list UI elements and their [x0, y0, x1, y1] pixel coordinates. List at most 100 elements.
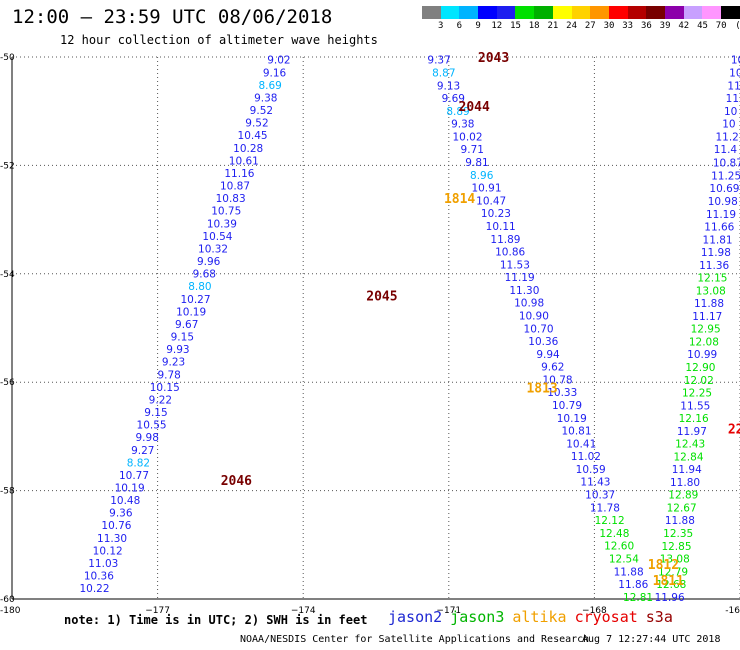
wave-height-value: 10.02	[452, 131, 482, 143]
wave-height-value: 10.27	[180, 294, 210, 306]
wave-height-value: 12.89	[668, 490, 698, 502]
wave-height-value: 11.78	[590, 502, 620, 514]
pass-number-label: 2045	[366, 289, 397, 304]
legend-label: 39	[659, 21, 671, 31]
legend-label: 6	[456, 21, 463, 31]
wave-height-value: 11.96	[655, 592, 685, 604]
mission-legend: jason2 jason3 altika cryosat s3a	[388, 608, 681, 626]
legend-label: 9	[475, 21, 481, 31]
wave-height-value: 10.11	[486, 221, 516, 233]
wave-height-value: 11.81	[703, 234, 733, 246]
wave-height-value: 9.68	[193, 269, 216, 281]
legend-swatch	[683, 6, 703, 19]
wave-height-value: 11.97	[677, 426, 707, 438]
wave-height-value: 8.82	[127, 457, 150, 469]
mission-jason3: jason3	[450, 608, 505, 626]
wave-height-value: 12.67	[667, 502, 697, 514]
wave-height-value: 10.22	[79, 583, 109, 595]
wave-height-value: 10.77	[119, 470, 149, 482]
generated-timestamp: Aug 7 12:27:44 UTC 2018	[582, 634, 721, 645]
wave-height-value: 12.60	[604, 541, 634, 553]
wave-height-value: 12.79	[658, 566, 688, 578]
legend-swatch	[571, 6, 591, 19]
legend-swatch	[646, 6, 665, 19]
x-tick-label: −174	[291, 606, 316, 616]
wave-height-value: 9.93	[166, 344, 189, 356]
wave-height-value: 8.80	[188, 281, 211, 293]
pass-number-label: 2044	[459, 100, 490, 115]
wave-height-value: 10.37	[585, 490, 615, 502]
legend-swatch	[590, 6, 609, 19]
wave-height-value: 10.15	[150, 382, 180, 394]
mission-altika: altika	[512, 608, 567, 626]
wave-height-value: 13.08	[660, 554, 690, 566]
wave-height-value: 10.47	[476, 195, 506, 207]
x-tick-label: −171	[436, 606, 461, 616]
wave-height-value: 11.53	[500, 259, 530, 271]
wave-height-value: 10.75	[211, 206, 241, 218]
wave-height-value: 10.12	[93, 545, 123, 557]
legend-swatch	[664, 6, 684, 19]
wave-height-value: 11.03	[88, 558, 118, 570]
wave-height-value: 11.4	[714, 144, 738, 156]
wave-height-value: 11.98	[701, 247, 731, 259]
wave-height-value: 11.19	[706, 209, 736, 221]
wave-height-value: 11.19	[505, 272, 535, 284]
wave-height-value: 10	[722, 119, 735, 131]
wave-height-value: 9.78	[157, 369, 180, 381]
wave-height-value: 8.96	[470, 170, 494, 182]
wave-height-value: 12.43	[675, 439, 705, 451]
wave-height-value: 10.83	[216, 193, 246, 205]
wave-height-value: 12.12	[595, 515, 625, 527]
wave-height-value: 10.78	[543, 374, 573, 386]
legend-swatch	[702, 6, 721, 19]
wave-height-value: 9.38	[451, 119, 474, 131]
wave-height-value: 10.28	[233, 143, 263, 155]
page-title: 12:00 — 23:59 UTC 08/06/2018	[12, 6, 333, 28]
wave-height-value: 9.27	[131, 445, 154, 457]
wave-height-value: 10.99	[687, 349, 717, 361]
wave-height-value: 10.41	[566, 438, 596, 450]
wave-height-value: 9.16	[263, 67, 287, 79]
wave-height-value: 11.25	[711, 170, 740, 182]
wave-height-value: 10.87	[713, 158, 740, 170]
wave-height-value: 10.19	[115, 483, 145, 495]
wave-height-value: 12.90	[685, 362, 715, 374]
legend-swatch	[478, 6, 497, 19]
wave-height-value: 12.84	[673, 451, 703, 463]
wave-height-value: 11.17	[692, 311, 722, 323]
wave-height-value: 9.13	[437, 80, 460, 92]
wave-height-value: 10	[731, 55, 740, 67]
y-tick-label: -56	[0, 378, 15, 388]
legend-label: 18	[528, 21, 540, 31]
wave-height-value: 10.81	[561, 426, 591, 438]
wave-height-value: 9.81	[465, 157, 488, 169]
legend-label: 30	[603, 21, 615, 31]
wave-height-value: 11.88	[665, 515, 695, 527]
legend-swatch	[627, 6, 647, 19]
pass-number-label: 1814	[444, 192, 475, 207]
credit-line: NOAA/NESDIS Center for Satellite Applica…	[240, 634, 590, 645]
wave-height-value: 10.86	[495, 247, 525, 259]
wave-height-value: 9.37	[427, 55, 450, 67]
wave-height-value: 12.95	[691, 324, 721, 336]
pass-number-label: 220	[728, 422, 740, 437]
wave-height-value: 11.16	[224, 168, 254, 180]
y-tick-label: -50	[0, 53, 15, 63]
wave-height-value: 10.61	[229, 155, 259, 167]
wave-height-value: 10.45	[238, 130, 268, 142]
wave-height-value: 11.89	[490, 234, 520, 246]
wave-height-value: 13.08	[696, 285, 726, 297]
y-tick-label: -54	[0, 270, 15, 280]
wave-height-value: 10.79	[552, 400, 582, 412]
wave-height-value: 9.96	[197, 256, 221, 268]
wave-height-value: 11.94	[672, 464, 702, 476]
wave-height-value: 10.23	[481, 208, 511, 220]
legend-label: 12	[491, 21, 503, 31]
wave-height-value: 11.2	[715, 131, 738, 143]
wave-height-value: 12.15	[697, 273, 727, 285]
wave-height-value: 10.55	[137, 420, 167, 432]
x-tick-label: -16	[725, 606, 740, 616]
wave-height-value: 10	[729, 67, 740, 79]
wave-height-value: 10	[724, 106, 737, 118]
